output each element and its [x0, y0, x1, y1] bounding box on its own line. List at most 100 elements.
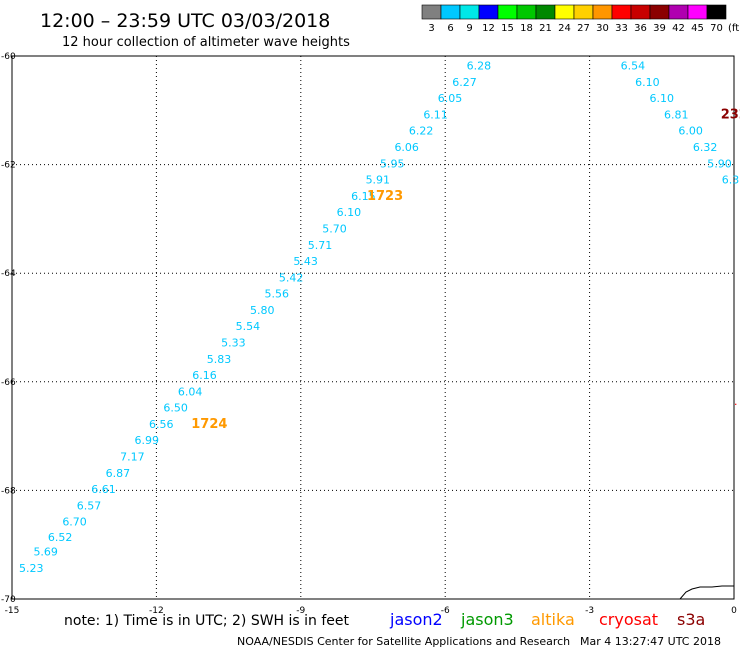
wave-height-point: 6.28: [467, 60, 492, 73]
y-tick-label: -68: [1, 486, 16, 496]
y-tick-label: -66: [1, 378, 16, 388]
cryosat-point-marker: ·: [734, 398, 738, 411]
y-tick-label: -70: [1, 595, 16, 605]
wave-height-point: 6.22: [409, 125, 434, 138]
legend-bin-label: 39: [653, 23, 666, 34]
wave-height-point: 7.17: [120, 451, 145, 464]
wave-height-point: 5.71: [308, 239, 333, 252]
legend-swatch: [421, 4, 442, 20]
footer-credit: NOAA/NESDIS Center for Satellite Applica…: [237, 635, 570, 648]
wave-height-point: 6.54: [621, 60, 646, 73]
wave-height-point: 6.99: [135, 434, 160, 447]
pass-time-label: 1723: [367, 189, 403, 204]
legend-bin-label: 6: [447, 23, 453, 34]
wave-height-point: 6.32: [693, 141, 718, 154]
legend-swatch: [706, 4, 727, 20]
footer-timestamp: Mar 4 13:27:47 UTC 2018: [580, 635, 721, 648]
legend-bin-label: 27: [577, 23, 590, 34]
pass-time-labels: 2328172117222327172317242326: [191, 107, 740, 432]
legend-bin-label: 15: [501, 23, 514, 34]
legend-swatch: [554, 4, 575, 20]
x-tick-label: -12: [149, 606, 164, 616]
legend-swatch: [478, 4, 499, 20]
legend-swatch: [611, 4, 632, 20]
coastline-outline: [679, 585, 734, 600]
wave-height-point: 6.00: [678, 125, 703, 138]
legend-bin-label: 3: [428, 23, 434, 34]
wave-height-point: 5.43: [293, 255, 318, 268]
legend-swatch: [535, 4, 556, 20]
wave-height-point: 5.80: [250, 304, 275, 317]
legend-bin-label: 9: [466, 23, 472, 34]
wave-height-point: 5.42: [279, 271, 304, 284]
satellite-name: jason2: [389, 610, 443, 629]
legend-swatch: [687, 4, 708, 20]
wave-height-point: 6.81: [664, 108, 689, 121]
wave-height-point: 6.87: [106, 467, 131, 480]
legend-unit: (ft): [728, 23, 740, 34]
wave-height-point: 5.23: [19, 562, 44, 575]
wave-height-point: 5.90: [707, 157, 732, 170]
wave-height-point: 5.83: [207, 353, 232, 366]
legend-bin-label: 33: [615, 23, 628, 34]
wave-height-point: 6.38: [722, 174, 740, 187]
wave-height-point: 5.54: [236, 320, 261, 333]
legend-bin-label: 18: [520, 23, 533, 34]
wave-height-point: 5.69: [33, 546, 58, 559]
legend-swatch: [573, 4, 594, 20]
axis-ticks: -15 -12 -9 -6 -3 0 -60 -62 -64 -66 -68 -70: [1, 52, 737, 616]
legend-bin-label: 30: [596, 23, 609, 34]
y-tick-label: -62: [1, 161, 16, 171]
wave-height-point: 5.33: [221, 337, 246, 350]
legend-swatch: [592, 4, 613, 20]
wave-height-point: 6.10: [337, 206, 362, 219]
footer-note: note: 1) Time is in UTC; 2) SWH is in fe…: [64, 613, 350, 629]
grid-lines: [12, 56, 734, 599]
satellite-name: s3a: [677, 610, 705, 629]
legend-swatch: [459, 4, 480, 20]
satellite-name: altika: [531, 610, 575, 629]
wave-height-point: 6.11: [423, 108, 448, 121]
wave-height-point: 6.05: [438, 92, 463, 105]
legend-bin-label: 36: [634, 23, 647, 34]
legend-bin-label: 70: [710, 23, 723, 34]
wave-height-point: 6.06: [394, 141, 419, 154]
wave-height-point: 6.10: [635, 76, 660, 89]
plot-border: [11, 55, 735, 600]
pass-time-label: 1724: [191, 417, 227, 432]
legend-bin-label: 12: [482, 23, 495, 34]
wave-height-point: 5.56: [264, 288, 289, 301]
wave-height-point: 5.70: [322, 222, 347, 235]
y-tick-label: -64: [1, 269, 16, 279]
wave-height-point: 6.15: [351, 190, 376, 203]
legend-swatch: [668, 4, 689, 20]
x-tick-label: -9: [296, 606, 305, 616]
legend-bin-label: 42: [672, 23, 685, 34]
legend-swatch: [630, 4, 651, 20]
wave-height-point: 6.16: [192, 369, 217, 382]
legend-swatch: [516, 4, 537, 20]
plot-area: [11, 55, 735, 600]
legend-bin-label: 45: [691, 23, 704, 34]
wave-height-point: 6.52: [48, 531, 73, 544]
wave-height-point: 6.70: [62, 516, 87, 529]
chart-subtitle: 12 hour collection of altimeter wave hei…: [62, 35, 350, 50]
wave-height-point: 5.91: [366, 174, 391, 187]
x-tick-label: -15: [5, 606, 20, 616]
legend-swatch: [649, 4, 670, 20]
wave-height-point: 6.56: [149, 418, 174, 431]
x-tick-label: 0: [731, 606, 737, 616]
wave-height-point: 6.57: [77, 499, 102, 512]
wave-height-point: 6.10: [650, 92, 675, 105]
wave-height-point: 6.61: [91, 483, 116, 496]
legend-bin-label: 24: [558, 23, 571, 34]
satellite-legend: jason2 jason3 altika cryosat s3a: [389, 610, 705, 629]
chart-title: 12:00 – 23:59 UTC 03/03/2018: [40, 10, 330, 32]
x-tick-label: -3: [585, 606, 594, 616]
x-tick-label: -6: [441, 606, 450, 616]
wave-height-point: 5.95: [380, 157, 405, 170]
wave-height-point: 6.04: [178, 385, 203, 398]
legend-swatch: [497, 4, 518, 20]
legend-swatch: [440, 4, 461, 20]
